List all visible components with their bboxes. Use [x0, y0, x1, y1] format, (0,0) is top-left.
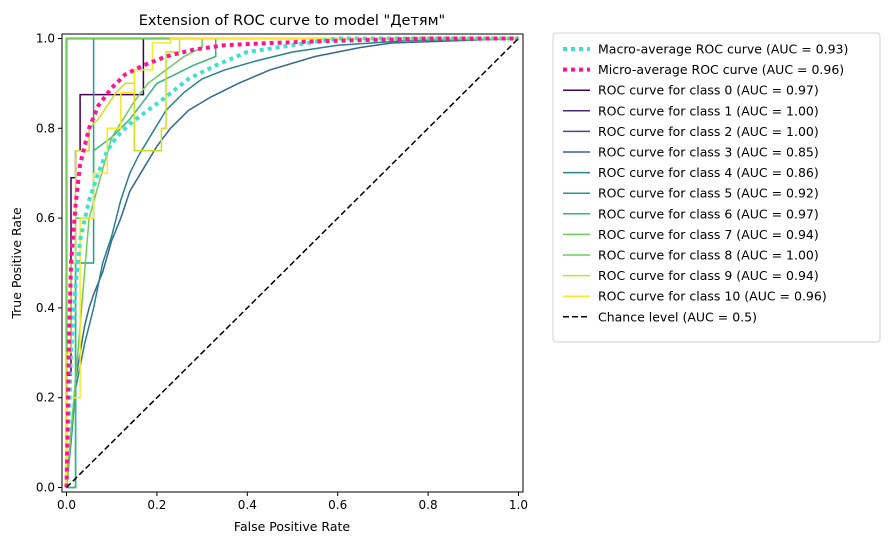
series-line-5	[65, 37, 519, 488]
series-line-6	[65, 37, 519, 488]
series-line-13	[65, 37, 520, 489]
legend-label: ROC curve for class 3 (AUC = 0.85)	[598, 145, 819, 160]
legend-label: ROC curve for class 9 (AUC = 0.94)	[598, 268, 819, 283]
x-tick-label: 0.4	[238, 498, 257, 512]
y-tick-label: 1.0	[36, 31, 55, 45]
legend-label: ROC curve for class 1 (AUC = 1.00)	[598, 103, 819, 118]
legend-label: ROC curve for class 8 (AUC = 1.00)	[598, 248, 819, 263]
legend-label: ROC curve for class 4 (AUC = 0.86)	[598, 165, 819, 180]
legend: Macro-average ROC curve (AUC = 0.93) Micr…	[552, 32, 881, 343]
y-axis-label: True Positive Rate	[9, 207, 24, 320]
x-axis-label: False Positive Rate	[234, 519, 350, 534]
y-tick-label: 0.2	[36, 391, 55, 405]
x-tick-label: 0.8	[419, 498, 438, 512]
x-axis: 0.0 0.2 0.4 0.6 0.8 1.0	[57, 492, 528, 512]
legend-label: ROC curve for class 7 (AUC = 0.94)	[598, 227, 819, 242]
series-line-12	[65, 37, 519, 488]
chart-title: Extension of ROC curve to model "Детям"	[139, 13, 445, 29]
legend-label: ROC curve for class 6 (AUC = 0.97)	[598, 206, 819, 221]
y-tick-label: 0.4	[36, 301, 55, 315]
legend-label: Micro-average ROC curve (AUC = 0.96)	[598, 62, 844, 77]
y-axis: 0.0 0.2 0.4 0.6 0.8 1.0	[36, 31, 62, 495]
series-line-8	[66, 37, 519, 489]
legend-label: ROC curve for class 10 (AUC = 0.96)	[598, 289, 827, 304]
legend-label: ROC curve for class 0 (AUC = 0.97)	[598, 83, 819, 98]
legend-label: Macro-average ROC curve (AUC = 0.93)	[598, 42, 848, 57]
x-tick-label: 1.0	[509, 498, 528, 512]
x-tick-label: 0.2	[147, 498, 166, 512]
series-line-0	[64, 36, 519, 488]
y-tick-label: 0.8	[36, 121, 55, 135]
x-tick-label: 0.6	[328, 498, 347, 512]
legend-label: ROC curve for class 5 (AUC = 0.92)	[598, 186, 819, 201]
legend-label: ROC curve for class 2 (AUC = 1.00)	[598, 124, 819, 139]
legend-frame	[552, 32, 881, 343]
series-line-9	[65, 37, 519, 488]
series-line-1	[64, 36, 519, 488]
series-layer	[64, 36, 520, 489]
plot-frame	[61, 33, 524, 493]
x-tick-label: 0.0	[57, 498, 76, 512]
y-tick-label: 0.6	[36, 211, 55, 225]
y-tick-label: 0.0	[36, 481, 55, 495]
legend-label: Chance level (AUC = 0.5)	[598, 309, 757, 324]
